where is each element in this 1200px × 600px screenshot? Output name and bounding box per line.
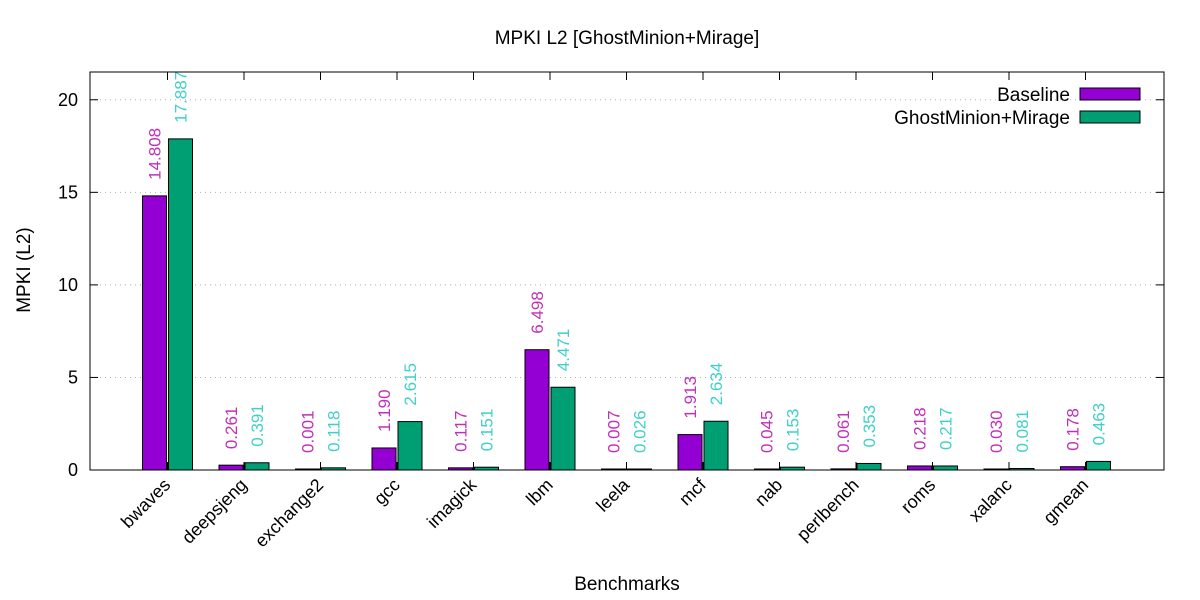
x-axis-title: Benchmarks [574,574,680,595]
chart-title: MPKI L2 [GhostMinion+Mirage] [495,28,760,49]
bar-ghostminion-mirage [168,138,193,471]
x-tick-label: bwaves [117,475,174,532]
data-label: 0.217 [937,407,956,450]
data-labels: 14.808 17.887 0.261 0.391 0.001 0.118 1.190 2.6… [146,71,1109,453]
bar-baseline [142,195,167,471]
x-tick-label: perlbench [793,475,863,545]
legend-label: Baseline [997,85,1070,106]
data-label: 14.808 [146,128,165,180]
bar-ghostminion-mirage [703,420,729,471]
y-axis-title: MPKI (L2) [14,227,35,313]
data-label: 1.190 [375,389,394,432]
data-label: 0.061 [834,410,853,453]
x-tick-label: roms [897,475,939,517]
legend-swatch [1079,87,1141,101]
data-label: 1.913 [681,376,700,419]
data-label: 0.261 [222,407,241,450]
x-tick-label: gcc [370,475,404,509]
data-label: 0.353 [860,405,879,448]
y-tick-label: 20 [58,90,78,110]
data-label: 6.498 [528,291,547,334]
bar-baseline [907,465,932,471]
bar-baseline [524,349,550,471]
bar-baseline [371,447,397,471]
data-label: 0.030 [987,410,1006,453]
data-label: 17.887 [172,71,191,123]
bar-ghostminion-mirage [856,462,882,471]
x-tick-label: mcf [675,474,710,509]
data-label: 0.081 [1013,410,1032,453]
x-tick-label: lbm [522,475,557,510]
bar-ghostminion-mirage [550,386,576,471]
x-tick-label: imagick [423,474,481,532]
x-tick-label: exchange2 [251,475,327,551]
data-label: 0.218 [911,407,930,450]
data-label: 0.117 [452,411,471,452]
data-label: 2.634 [707,363,726,406]
data-label: 0.153 [784,409,803,452]
bar-baseline [677,434,703,471]
x-tick-label: xalanc [965,475,1016,526]
grid [90,99,1164,378]
legend-swatch [1079,110,1141,124]
data-label: 4.471 [554,329,573,372]
data-label: 0.007 [605,410,624,453]
x-tick-label: leela [592,474,634,516]
y-tick-label: 0 [68,460,78,480]
data-label: 0.463 [1090,403,1109,446]
x-tick-label: deepsjeng [178,475,251,548]
bar-ghostminion-mirage [397,421,423,471]
data-label: 2.615 [401,363,420,406]
y-tick-label: 5 [68,367,78,387]
bars [142,138,1111,471]
data-label: 0.391 [248,404,267,447]
plot-frame [89,71,1165,471]
data-label: 0.178 [1064,408,1083,451]
y-tick-label: 10 [58,275,78,295]
bar-ghostminion-mirage [244,462,270,471]
bar-ghostminion-mirage [1086,460,1111,471]
data-label: 0.026 [631,410,650,453]
bar-baseline [218,464,244,471]
x-tick-label: nab [751,475,786,510]
bar-ghostminion-mirage [933,465,958,471]
x-tick-label: gmean [1039,475,1092,528]
y-tick-label: 15 [58,182,78,202]
data-label: 0.118 [325,411,344,452]
data-label: 0.045 [758,410,777,453]
ticks: 0 5 10 15 20 bwaves deepsjeng exchange2 gcc imagi… [58,72,1164,551]
data-label: 0.001 [299,410,318,453]
data-label: 0.151 [478,409,497,452]
legend-label: GhostMinion+Mirage [894,108,1070,129]
